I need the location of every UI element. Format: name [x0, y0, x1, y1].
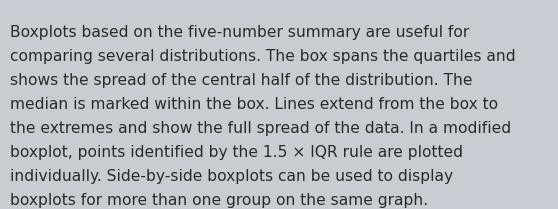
Text: individually. Side-by-side boxplots can be used to display: individually. Side-by-side boxplots can …: [10, 169, 453, 184]
Text: boxplot, points identified by the 1.5 × IQR rule are plotted: boxplot, points identified by the 1.5 × …: [10, 145, 463, 160]
Text: boxplots for more than one group on the same graph.: boxplots for more than one group on the …: [10, 193, 428, 208]
Text: median is marked within the box. Lines extend from the box to: median is marked within the box. Lines e…: [10, 97, 498, 112]
Text: Boxplots based on the five-number summary are useful for: Boxplots based on the five-number summar…: [10, 25, 469, 40]
Text: shows the spread of the central half of the distribution. The: shows the spread of the central half of …: [10, 73, 473, 88]
Text: the extremes and show the full spread of the data. In a modified: the extremes and show the full spread of…: [10, 121, 511, 136]
Text: comparing several distributions. The box spans the quartiles and: comparing several distributions. The box…: [10, 49, 516, 64]
